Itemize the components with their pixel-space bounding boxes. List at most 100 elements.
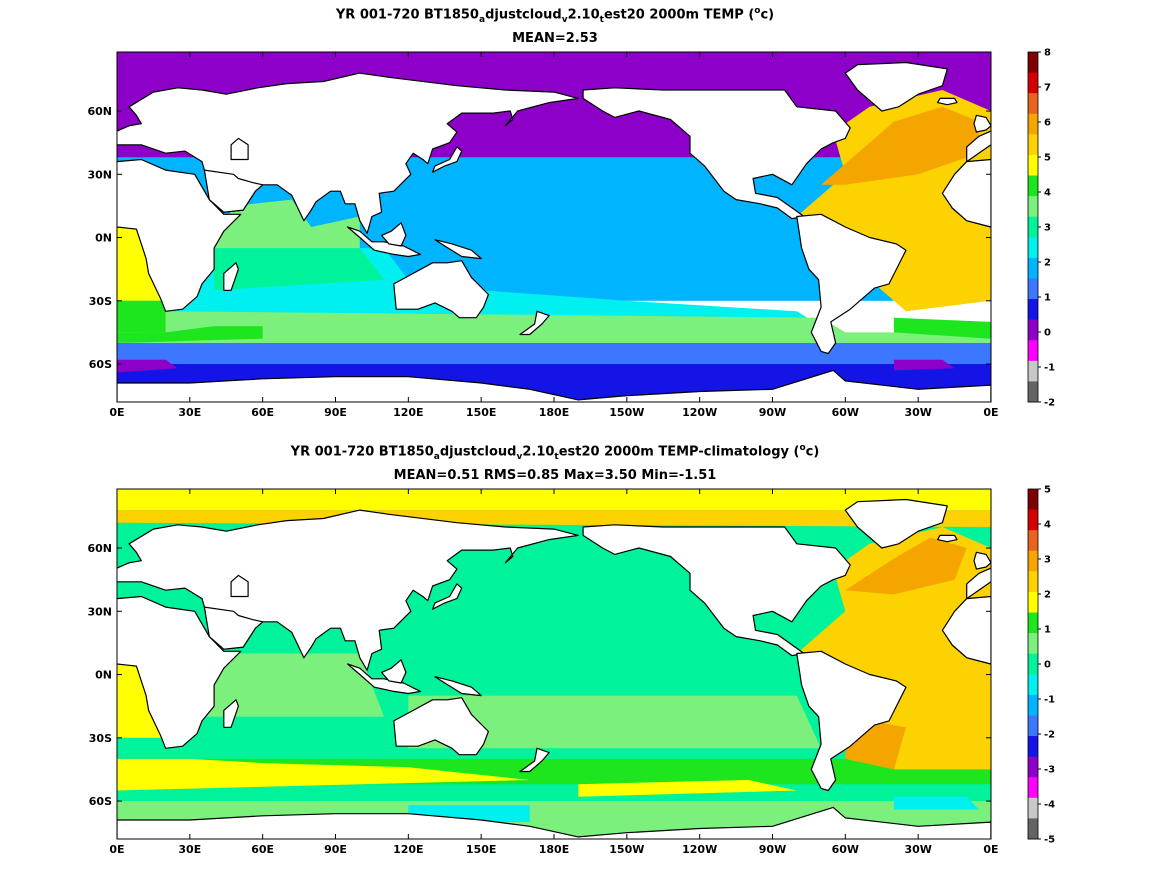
- colorbar-swatch: [1028, 509, 1038, 531]
- lat-tick-label: 0N: [95, 669, 112, 682]
- colorbar-swatch: [1028, 360, 1038, 382]
- colorbar-swatch: [1028, 216, 1038, 238]
- lat-tick-label: 30S: [89, 295, 112, 308]
- panel1-stats: MEAN=2.53: [512, 31, 598, 46]
- lon-tick-label: 90W: [759, 843, 786, 856]
- lon-tick-label: 120W: [682, 406, 717, 419]
- lat-tick-label: 30N: [87, 168, 112, 181]
- colorbar-swatch: [1028, 736, 1038, 758]
- colorbar-swatch: [1028, 818, 1038, 840]
- lon-tick-label: 60E: [251, 406, 274, 419]
- lon-tick-label: 0E: [983, 406, 998, 419]
- lon-tick-label: 150W: [609, 406, 644, 419]
- lon-tick-label: 150E: [466, 406, 496, 419]
- panel2-title: YR 001-720 BT1850adjustcloudv2.10test20 …: [290, 443, 820, 462]
- colorbar-tick-label: 1: [1044, 625, 1051, 636]
- colorbar-tick-label: 1: [1044, 293, 1051, 304]
- lon-tick-label: 0E: [109, 843, 124, 856]
- colorbar-swatch: [1028, 257, 1038, 279]
- colorbar-swatch: [1028, 489, 1038, 511]
- lat-tick-label: 60S: [89, 795, 112, 808]
- colorbar-swatch: [1028, 715, 1038, 737]
- colorbar-swatch: [1028, 340, 1038, 362]
- lon-tick-label: 180E: [539, 843, 569, 856]
- colorbar-swatch: [1028, 694, 1038, 716]
- colorbar-swatch: [1028, 175, 1038, 197]
- lon-tick-label: 180E: [539, 406, 569, 419]
- colorbar-tick-label: -2: [1044, 398, 1055, 409]
- lon-tick-label: 90W: [759, 406, 786, 419]
- lon-tick-label: 60W: [832, 406, 859, 419]
- colorbar-swatch: [1028, 756, 1038, 778]
- colorbar-swatch: [1028, 237, 1038, 259]
- lat-tick-label: 60S: [89, 358, 112, 371]
- colorbar-2: 5 4 3 2 1 0 -1 -2 -3 -4 -5: [1027, 485, 1055, 846]
- colorbar-tick-label: -1: [1044, 363, 1055, 374]
- colorbar-swatch: [1028, 52, 1038, 74]
- colorbar-swatch: [1028, 674, 1038, 696]
- colorbar-tick-label: 4: [1044, 188, 1051, 199]
- colorbar-swatch: [1028, 196, 1038, 218]
- colorbar-1: 8 7 6 5 4 3 2 1 0 -1 -2: [1027, 48, 1055, 409]
- colorbar-swatch: [1028, 113, 1038, 135]
- panel2-stats: MEAN=0.51 RMS=0.85 Max=3.50 Min=-1.51: [393, 468, 717, 483]
- lon-tick-label: 90E: [324, 406, 347, 419]
- lon-tick-label: 30E: [178, 406, 201, 419]
- colorbar-swatch: [1028, 381, 1038, 403]
- colorbar-tick-label: -5: [1044, 835, 1055, 846]
- lon-tick-label: 30W: [904, 843, 931, 856]
- lon-tick-label: 60E: [251, 843, 274, 856]
- colorbar-tick-label: -2: [1044, 730, 1055, 741]
- colorbar-swatch: [1028, 591, 1038, 614]
- colorbar-swatch: [1028, 571, 1038, 593]
- colorbar-tick-label: 4: [1044, 520, 1051, 531]
- colorbar-tick-label: -3: [1044, 765, 1055, 776]
- map-panel-2: 60N 30N 0N 30S 60S 0E 30E 60E 90E 120E 150E 180E 150…: [87, 488, 999, 856]
- lon-tick-label: 60W: [832, 843, 859, 856]
- lon-tick-label: 90E: [324, 843, 347, 856]
- colorbar-swatch: [1028, 278, 1038, 300]
- colorbar-tick-label: 8: [1044, 48, 1051, 59]
- colorbar-swatch: [1028, 633, 1038, 655]
- panel1-title: YR 001-720 BT1850adjustcloudv2.10test20 …: [335, 6, 775, 25]
- colorbar-tick-label: 2: [1044, 258, 1051, 269]
- lon-tick-label: 150W: [609, 843, 644, 856]
- lat-tick-label: 0N: [95, 232, 112, 245]
- colorbar-swatch: [1028, 154, 1038, 177]
- colorbar-tick-label: 0: [1044, 328, 1051, 339]
- colorbar-swatch: [1028, 93, 1038, 115]
- colorbar-tick-label: 5: [1044, 153, 1051, 164]
- colorbar-swatch: [1028, 530, 1038, 552]
- colorbar-tick-label: 2: [1044, 590, 1051, 601]
- lon-tick-label: 30W: [904, 406, 931, 419]
- colorbar-swatch: [1028, 612, 1038, 634]
- colorbar-tick-label: 3: [1044, 223, 1051, 234]
- colorbar-swatch: [1028, 653, 1038, 675]
- colorbar-tick-label: 0: [1044, 660, 1051, 671]
- lat-tick-label: 60N: [87, 105, 112, 118]
- colorbar-tick-label: 6: [1044, 118, 1051, 129]
- colorbar-tick-label: 3: [1044, 555, 1051, 566]
- colorbar-swatch: [1028, 72, 1038, 94]
- colorbar-tick-label: -4: [1044, 800, 1055, 811]
- colorbar-tick-label: 5: [1044, 485, 1051, 496]
- lon-tick-label: 0E: [109, 406, 124, 419]
- colorbar-swatch: [1028, 299, 1038, 321]
- lon-tick-label: 30E: [178, 843, 201, 856]
- colorbar-swatch: [1028, 797, 1038, 819]
- map-panel-1: 60N 30N 0N 30S 60S 0E 30E 60E 90E 120E 150E 180E 150…: [87, 51, 999, 419]
- lat-tick-label: 30S: [89, 732, 112, 745]
- lon-tick-label: 150E: [466, 843, 496, 856]
- colorbar-swatch: [1028, 134, 1038, 156]
- lon-tick-label: 120E: [393, 843, 423, 856]
- lat-tick-label: 30N: [87, 605, 112, 618]
- colorbar-swatch: [1028, 319, 1038, 341]
- colorbar-tick-label: -1: [1044, 695, 1055, 706]
- lon-tick-label: 120W: [682, 843, 717, 856]
- colorbar-tick-label: 7: [1044, 83, 1051, 94]
- colorbar-swatch: [1028, 550, 1038, 572]
- colorbar-swatch: [1028, 777, 1038, 799]
- lon-tick-label: 0E: [983, 843, 998, 856]
- lat-tick-label: 60N: [87, 542, 112, 555]
